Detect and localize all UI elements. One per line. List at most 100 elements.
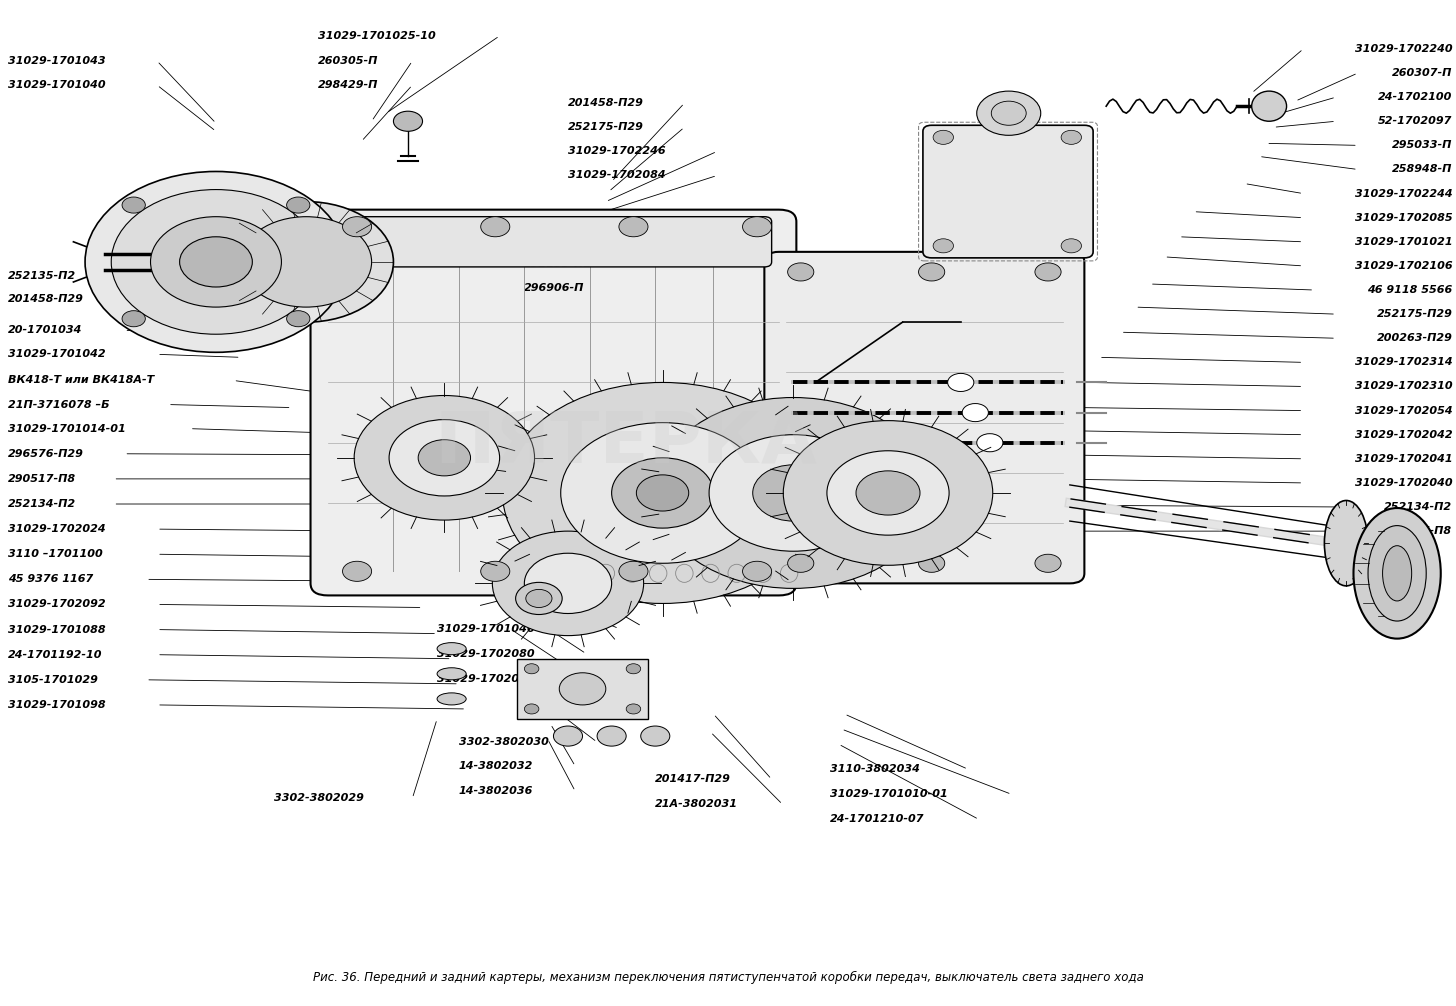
Text: 31029-1702024: 31029-1702024 bbox=[7, 524, 106, 534]
Circle shape bbox=[418, 440, 470, 476]
Circle shape bbox=[783, 421, 993, 565]
Text: 31029-1702310: 31029-1702310 bbox=[1354, 381, 1453, 391]
Text: 21А-3802031: 21А-3802031 bbox=[655, 800, 738, 810]
Text: 201454-П29: 201454-П29 bbox=[524, 234, 600, 244]
FancyBboxPatch shape bbox=[923, 126, 1093, 258]
Text: 31029-1701040: 31029-1701040 bbox=[7, 80, 106, 91]
Circle shape bbox=[977, 92, 1041, 136]
Text: 201458-П29: 201458-П29 bbox=[7, 294, 84, 304]
Text: 31029-1702075: 31029-1702075 bbox=[437, 674, 534, 684]
Circle shape bbox=[559, 673, 606, 705]
Circle shape bbox=[977, 434, 1003, 452]
Text: ВК418-Т или ВК418А-Т: ВК418-Т или ВК418А-Т bbox=[7, 375, 154, 385]
Text: 14-3802032: 14-3802032 bbox=[459, 762, 533, 772]
Text: 21П-3716078 –Б: 21П-3716078 –Б bbox=[7, 399, 109, 409]
Text: 201417-П29: 201417-П29 bbox=[655, 775, 731, 785]
Text: 252134-П2: 252134-П2 bbox=[1385, 502, 1453, 512]
Text: 31029-1701042: 31029-1701042 bbox=[7, 349, 106, 359]
FancyBboxPatch shape bbox=[764, 252, 1085, 583]
Text: 298429-П: 298429-П bbox=[317, 80, 379, 91]
Text: 252175-П29: 252175-П29 bbox=[568, 123, 644, 132]
Circle shape bbox=[933, 238, 954, 253]
Text: 31029-1702084: 31029-1702084 bbox=[568, 170, 665, 180]
FancyBboxPatch shape bbox=[310, 209, 796, 596]
Circle shape bbox=[492, 531, 644, 636]
Circle shape bbox=[827, 451, 949, 535]
Text: 252175-П29: 252175-П29 bbox=[1376, 309, 1453, 319]
Ellipse shape bbox=[1252, 92, 1287, 122]
Text: 31029-1702092: 31029-1702092 bbox=[7, 600, 106, 610]
Text: 31029-1702042: 31029-1702042 bbox=[1354, 430, 1453, 440]
Text: 3110 –1701100: 3110 –1701100 bbox=[7, 549, 103, 559]
Text: 31029-1701098: 31029-1701098 bbox=[7, 700, 106, 710]
Circle shape bbox=[287, 197, 310, 213]
Ellipse shape bbox=[1354, 508, 1441, 639]
Text: 31029-1701025-10: 31029-1701025-10 bbox=[317, 31, 435, 41]
Text: 31029-1702041: 31029-1702041 bbox=[1354, 454, 1453, 464]
Text: 20-1701034: 20-1701034 bbox=[7, 325, 83, 335]
Text: 201458-П29: 201458-П29 bbox=[568, 99, 644, 109]
Circle shape bbox=[743, 561, 772, 581]
Text: 31029-1702085: 31029-1702085 bbox=[1354, 212, 1453, 222]
Text: 295033-П: 295033-П bbox=[1392, 141, 1453, 150]
Circle shape bbox=[619, 216, 648, 236]
Text: 24-1701210-07: 24-1701210-07 bbox=[830, 815, 925, 825]
Text: 260307-П: 260307-П bbox=[1392, 68, 1453, 78]
Circle shape bbox=[354, 395, 534, 520]
Text: 45 9376 1167: 45 9376 1167 bbox=[7, 574, 93, 584]
Text: 296906-П: 296906-П bbox=[524, 283, 585, 293]
Circle shape bbox=[515, 582, 562, 615]
Text: 31029-1702080: 31029-1702080 bbox=[437, 649, 534, 659]
Text: 46 9118 5566: 46 9118 5566 bbox=[1367, 285, 1453, 295]
Text: 31029-1702246: 31029-1702246 bbox=[568, 147, 665, 156]
Circle shape bbox=[1035, 263, 1061, 281]
Circle shape bbox=[962, 403, 989, 422]
Circle shape bbox=[933, 131, 954, 144]
Circle shape bbox=[619, 561, 648, 581]
Circle shape bbox=[919, 554, 945, 572]
Circle shape bbox=[84, 171, 347, 352]
Text: 252134-П2: 252134-П2 bbox=[7, 499, 76, 509]
Circle shape bbox=[788, 554, 814, 572]
Text: 31029-1702054: 31029-1702054 bbox=[1354, 405, 1453, 415]
Text: Рис. 36. Передний и задний картеры, механизм переключения пятиступенчатой коробк: Рис. 36. Передний и задний картеры, меха… bbox=[313, 971, 1143, 984]
Circle shape bbox=[502, 382, 823, 604]
Ellipse shape bbox=[437, 693, 466, 705]
Circle shape bbox=[240, 216, 371, 307]
Circle shape bbox=[524, 553, 612, 614]
Circle shape bbox=[524, 704, 539, 714]
Circle shape bbox=[342, 216, 371, 236]
Circle shape bbox=[561, 423, 764, 563]
Circle shape bbox=[919, 263, 945, 281]
Circle shape bbox=[553, 726, 582, 746]
Circle shape bbox=[743, 216, 772, 236]
Bar bbox=[517, 659, 648, 719]
Text: 31029-1702244: 31029-1702244 bbox=[1354, 188, 1453, 198]
Text: 290517-П8: 290517-П8 bbox=[7, 474, 76, 484]
Text: 200263-П29: 200263-П29 bbox=[1376, 333, 1453, 343]
Ellipse shape bbox=[437, 668, 466, 680]
Circle shape bbox=[636, 475, 689, 511]
Text: 31029-1702106: 31029-1702106 bbox=[1354, 261, 1453, 271]
Text: 31029-1701043: 31029-1701043 bbox=[7, 56, 106, 66]
Circle shape bbox=[1061, 131, 1082, 144]
Text: 24-1701192-10: 24-1701192-10 bbox=[7, 650, 102, 660]
Circle shape bbox=[122, 197, 146, 213]
Circle shape bbox=[992, 102, 1026, 126]
Text: 258948-П: 258948-П bbox=[1392, 164, 1453, 174]
Text: 296576-П29: 296576-П29 bbox=[7, 449, 84, 459]
Circle shape bbox=[626, 664, 641, 674]
Circle shape bbox=[597, 726, 626, 746]
Circle shape bbox=[218, 201, 393, 322]
Text: 31029-1702240: 31029-1702240 bbox=[1354, 44, 1453, 54]
Circle shape bbox=[856, 471, 920, 515]
Text: 31029-1702314: 31029-1702314 bbox=[1354, 357, 1453, 367]
Circle shape bbox=[709, 435, 878, 551]
Circle shape bbox=[393, 112, 422, 132]
Circle shape bbox=[287, 311, 310, 327]
Circle shape bbox=[948, 373, 974, 391]
Circle shape bbox=[788, 263, 814, 281]
Text: 14-3802036: 14-3802036 bbox=[459, 787, 533, 797]
Text: 31029-1702040: 31029-1702040 bbox=[1354, 478, 1453, 488]
Circle shape bbox=[1035, 554, 1061, 572]
